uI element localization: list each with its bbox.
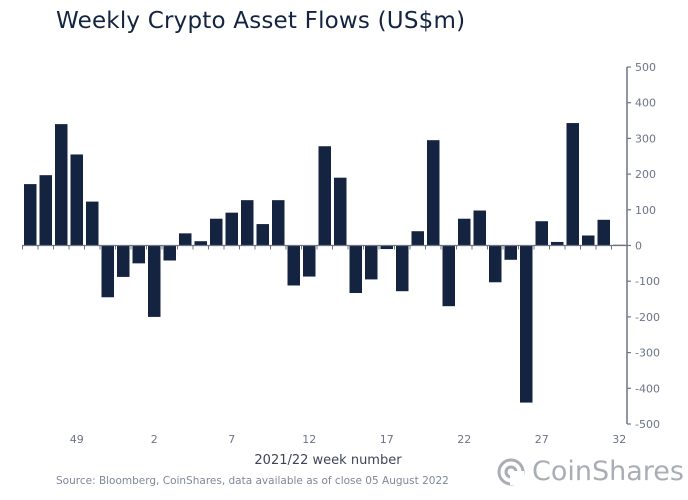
bar-week-30 xyxy=(582,235,595,246)
x-tick-label: 22 xyxy=(457,433,471,446)
bar-week-12 xyxy=(303,245,316,277)
bar-week-49 xyxy=(70,154,83,246)
x-tick-label: 12 xyxy=(302,433,316,446)
logo-text: CoinShares xyxy=(532,456,684,487)
bar-week-19 xyxy=(411,231,424,246)
bar-week-11 xyxy=(287,245,300,286)
bar-week-52 xyxy=(117,245,130,277)
x-tick-label: 32 xyxy=(612,433,626,446)
bar-week-13 xyxy=(318,146,331,246)
bar-week-8 xyxy=(241,200,254,246)
bar-week-23 xyxy=(473,210,486,246)
bar-week-24 xyxy=(489,245,502,283)
x-tick-label: 17 xyxy=(380,433,394,446)
bar-week-10 xyxy=(272,200,285,246)
chart-title: Weekly Crypto Asset Flows (US$m) xyxy=(56,8,466,34)
bar-week-28 xyxy=(551,241,564,246)
x-tick-label: 7 xyxy=(228,433,235,446)
bar-week-22 xyxy=(458,218,471,246)
y-tick-label: 400 xyxy=(635,97,656,110)
bar-week-25 xyxy=(504,245,517,260)
x-axis-label: 2021/22 week number xyxy=(254,453,402,468)
bar-week-7 xyxy=(225,212,238,246)
bar-week-46 xyxy=(24,184,37,246)
bar-week-48 xyxy=(55,124,68,246)
x-tick-label: 2 xyxy=(151,433,158,446)
y-tick-label: 300 xyxy=(635,132,656,145)
y-tick-label: -500 xyxy=(635,418,660,431)
bar-week-9 xyxy=(256,224,269,246)
bar-week-6 xyxy=(210,218,223,246)
bar-week-47 xyxy=(39,175,52,246)
bar-week-15 xyxy=(349,245,362,293)
y-tick-label: -100 xyxy=(635,275,660,288)
source-note: Source: Bloomberg, CoinShares, data avai… xyxy=(56,475,449,487)
x-tick-label: 27 xyxy=(535,433,549,446)
bar-week-20 xyxy=(427,140,440,246)
y-tick-label: 500 xyxy=(635,61,656,74)
bar-week-5 xyxy=(194,241,207,246)
y-tick-label: 100 xyxy=(635,204,656,217)
bar-week-26 xyxy=(520,245,533,403)
y-tick-label: 200 xyxy=(635,168,656,181)
bar-week-21 xyxy=(442,245,455,307)
bar-week-14 xyxy=(334,177,347,246)
bar-week-18 xyxy=(396,245,409,292)
bar-week-29 xyxy=(566,123,579,246)
coinshares-logo: CoinShares xyxy=(496,456,684,487)
y-tick-label: 0 xyxy=(635,240,642,253)
bar-week-17 xyxy=(380,245,393,250)
bar-week-2 xyxy=(148,245,161,317)
coinshares-logo-icon xyxy=(497,458,525,485)
bar-week-51 xyxy=(101,245,114,298)
bar-week-50 xyxy=(86,201,99,246)
x-tick-label: 49 xyxy=(70,433,84,446)
bar-week-4 xyxy=(179,233,192,246)
y-tick-label: -300 xyxy=(635,347,660,360)
bar-week-27 xyxy=(535,221,548,246)
bar-week-3 xyxy=(163,245,176,261)
y-tick-label: -400 xyxy=(635,382,660,395)
bar-week-1 xyxy=(132,245,145,264)
y-tick-label: -200 xyxy=(635,311,660,324)
bar-week-16 xyxy=(365,245,378,280)
bar-week-31 xyxy=(597,219,610,246)
